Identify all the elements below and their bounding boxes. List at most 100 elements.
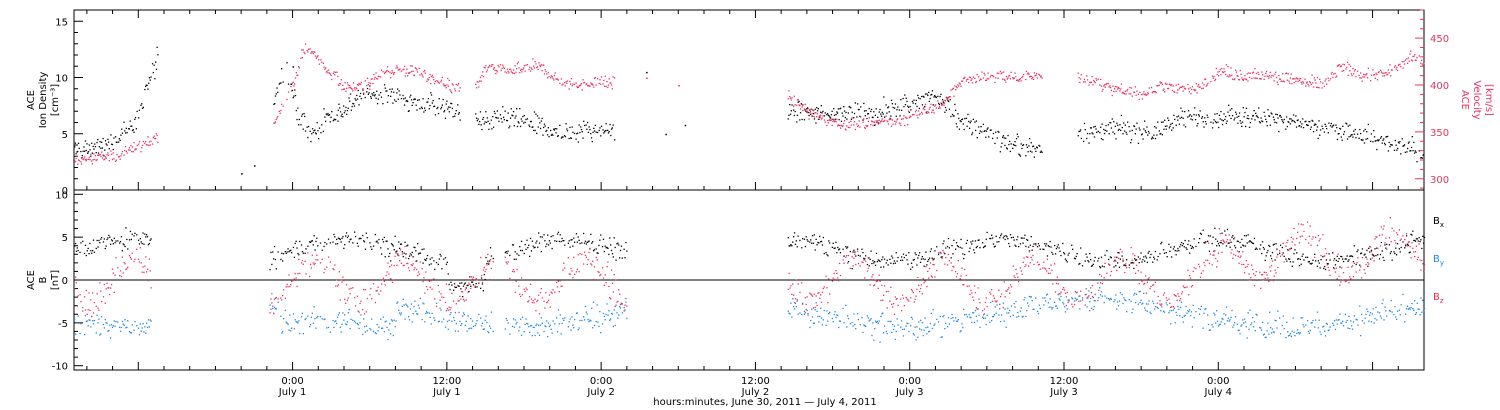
velocity-point: [1145, 94, 1147, 97]
velocity-point: [87, 158, 90, 160]
bz-point: [314, 262, 316, 264]
density-point: [430, 94, 433, 96]
by-point: [313, 306, 315, 308]
velocity-point: [1358, 74, 1360, 77]
bz-point: [359, 302, 361, 305]
bx-point: [805, 236, 807, 238]
bz-point: [1017, 276, 1019, 278]
velocity-point: [312, 53, 314, 55]
velocity-point: [80, 163, 83, 165]
by-point: [1262, 334, 1265, 336]
bz-point: [1076, 291, 1078, 294]
velocity-point: [793, 105, 795, 107]
by-point: [992, 315, 995, 318]
velocity-point: [1009, 78, 1011, 80]
velocity-point: [97, 154, 100, 156]
velocity-point: [1280, 80, 1282, 82]
by-point: [917, 336, 919, 338]
density-point: [496, 117, 498, 119]
bz-point: [972, 296, 974, 298]
by-point: [1074, 297, 1076, 299]
velocity-point: [294, 77, 297, 79]
velocity-point: [1221, 71, 1224, 73]
bx-point: [993, 246, 995, 248]
velocity-point: [353, 82, 355, 84]
velocity-point: [1003, 78, 1005, 81]
by-point: [481, 322, 484, 324]
by-point: [1104, 295, 1106, 297]
bx-point: [564, 244, 566, 246]
by-point: [552, 320, 554, 322]
velocity-point: [1187, 83, 1189, 86]
velocity-point: [817, 118, 819, 121]
bx-point: [357, 245, 359, 247]
velocity-point: [918, 114, 920, 116]
bx-point: [92, 250, 94, 252]
by-point: [971, 321, 973, 323]
bz-point: [1171, 306, 1173, 308]
bx-point: [1113, 266, 1115, 268]
velocity-point: [1133, 91, 1135, 93]
density-point: [368, 92, 370, 94]
bz-point: [305, 273, 307, 275]
bz-point: [613, 274, 615, 276]
velocity-point: [1340, 65, 1342, 67]
bx-point: [883, 266, 885, 268]
velocity-point: [413, 74, 415, 76]
by-point: [1108, 297, 1110, 300]
density-point: [1039, 145, 1041, 147]
bz-point: [418, 273, 421, 275]
density-point: [1245, 125, 1247, 128]
density-point: [328, 114, 331, 116]
velocity-point: [1167, 87, 1169, 90]
by-point: [907, 322, 909, 325]
bz-point: [387, 262, 389, 264]
velocity-point: [1312, 82, 1314, 84]
bz-point: [96, 293, 98, 295]
density-point: [841, 112, 843, 114]
bz-point: [955, 271, 957, 273]
by-point: [873, 339, 875, 341]
density-point: [84, 150, 86, 152]
bx-point: [999, 237, 1001, 239]
velocity-point: [1364, 74, 1366, 76]
bz-point: [396, 264, 398, 266]
bx-point: [1187, 243, 1189, 246]
velocity-point: [566, 80, 569, 82]
density-point: [342, 116, 344, 118]
by-point: [544, 325, 546, 327]
by-point: [578, 327, 580, 329]
bz-point: [467, 291, 469, 293]
bz-point: [282, 289, 285, 291]
velocity-point: [1086, 75, 1088, 77]
bx-point: [1238, 251, 1240, 253]
bx-point: [810, 239, 812, 241]
by-point: [469, 327, 471, 329]
velocity-point: [582, 79, 584, 81]
bx-point: [463, 283, 466, 285]
bz-point: [961, 267, 963, 269]
by-point: [868, 320, 870, 322]
density-point: [356, 98, 359, 100]
by-point: [515, 323, 517, 325]
bx-point: [426, 254, 429, 257]
velocity-point: [1214, 78, 1217, 80]
density-point: [1340, 136, 1342, 138]
density-point: [902, 97, 904, 100]
by-point: [1189, 314, 1192, 317]
bx-point: [819, 235, 821, 238]
velocity-point: [516, 68, 518, 70]
bx-point: [881, 259, 883, 261]
bz-point: [410, 264, 412, 266]
velocity-point: [1213, 75, 1215, 78]
by-point: [1207, 314, 1209, 316]
by-point: [146, 326, 149, 329]
bx-point: [916, 264, 918, 266]
bz-point: [1103, 277, 1105, 279]
velocity-point: [1387, 69, 1389, 71]
bz-point: [1016, 273, 1018, 275]
velocity-point: [1160, 82, 1162, 84]
density-point: [533, 111, 536, 113]
velocity-point: [286, 98, 288, 101]
density-point: [1146, 126, 1148, 128]
